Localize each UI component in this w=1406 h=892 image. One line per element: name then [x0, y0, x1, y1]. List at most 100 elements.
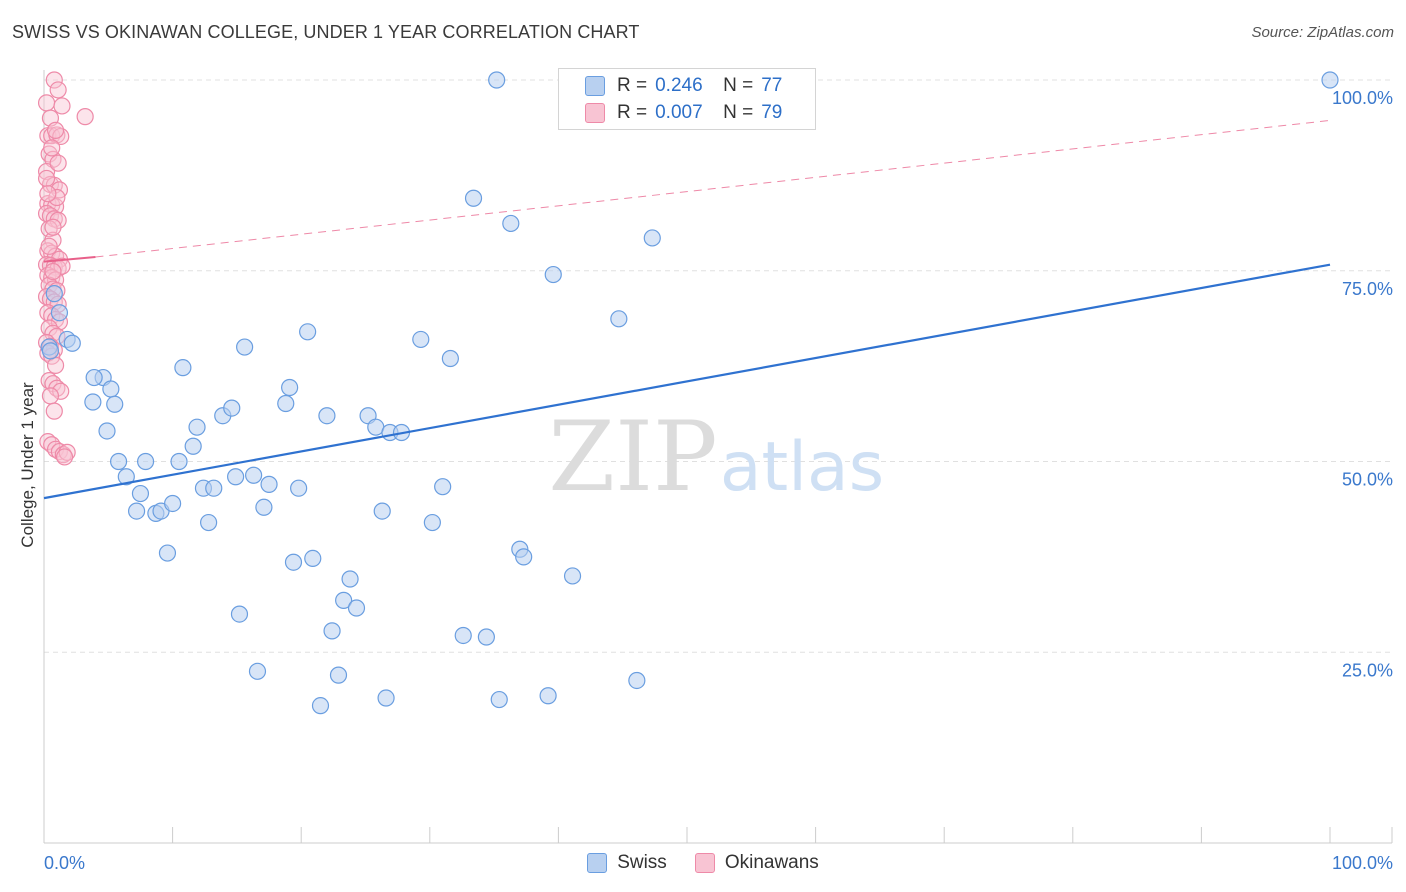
swiss-point — [41, 342, 60, 360]
okinawan-point — [43, 139, 61, 157]
okinawan-point — [55, 448, 74, 466]
swiss-points — [40, 71, 1339, 715]
okinawan-point — [37, 162, 56, 181]
legend-r-label: R = — [617, 75, 648, 96]
okinawan-point — [46, 356, 65, 374]
y-tick-label: 50.0% — [1342, 470, 1393, 490]
swiss-point — [188, 418, 206, 436]
x-tick-label: 100.0% — [1332, 853, 1393, 873]
swiss-point — [464, 189, 483, 207]
x-tick-label: 0.0% — [44, 853, 85, 873]
swiss-point — [84, 393, 102, 411]
swiss-point — [341, 570, 359, 588]
y-axis-label: College, Under 1 year — [18, 382, 37, 548]
chart-title: SWISS VS OKINAWAN COLLEGE, UNDER 1 YEAR … — [12, 22, 640, 42]
swiss-point — [284, 553, 303, 571]
trend-lines — [43, 119, 1331, 500]
legend-n-value: 79 — [761, 102, 783, 123]
okinawan-point — [46, 121, 65, 139]
swiss-point — [1321, 71, 1339, 89]
correlation-legend: R = 0.246 N = 77 R = 0.007 N = 79 — [558, 68, 816, 130]
swiss-point — [136, 452, 155, 471]
swiss-point — [490, 690, 508, 709]
swiss-point — [441, 349, 459, 368]
swiss-point — [610, 310, 628, 328]
okinawan-point — [48, 188, 66, 207]
okinawan-swatch — [585, 103, 605, 123]
swiss-point — [539, 687, 557, 705]
swiss-point — [277, 394, 295, 413]
okinawan-point — [37, 169, 56, 188]
okinawan-point — [39, 185, 57, 203]
swiss-point — [85, 368, 103, 387]
okinawan-point — [76, 108, 94, 126]
swiss-point — [434, 478, 452, 496]
swiss-point — [205, 479, 223, 497]
swiss-point — [200, 513, 218, 532]
swiss-point — [477, 628, 495, 646]
okinawan-swatch — [694, 853, 715, 873]
axes — [43, 70, 1393, 844]
swiss-point — [164, 494, 182, 513]
okinawan-point — [53, 257, 71, 275]
swiss-point — [236, 338, 254, 356]
swiss-point — [323, 622, 341, 640]
okinawan-points — [37, 71, 94, 466]
okinawan-point — [37, 94, 56, 112]
y-tick-label: 75.0% — [1342, 279, 1393, 299]
swiss-point — [423, 513, 441, 532]
swiss-point — [329, 666, 348, 684]
swiss-point — [223, 399, 241, 417]
swiss-point — [318, 407, 336, 425]
okinawan-point — [45, 71, 63, 89]
okinawan-point — [45, 402, 63, 420]
okinawan-point — [41, 387, 60, 405]
legend-r-label: R = — [617, 102, 648, 123]
watermark: ZIP atlas — [548, 401, 884, 513]
okinawan-point — [58, 443, 76, 461]
swiss-point — [50, 304, 69, 322]
swiss-point — [373, 502, 391, 520]
legend-n-label: N = — [723, 102, 754, 123]
swiss-point — [347, 599, 366, 617]
legend-item-okinawans[interactable]: Okinawans — [694, 852, 819, 874]
okinawan-point — [40, 237, 58, 255]
legend-row-swiss: R = 0.246 N = 77 — [585, 73, 782, 99]
swiss-point — [98, 422, 116, 440]
swiss-point — [131, 484, 150, 503]
okinawan-point — [46, 198, 65, 216]
swiss-point — [184, 437, 202, 455]
swiss-point — [45, 285, 63, 303]
swiss-trend-line — [43, 263, 1331, 500]
swiss-point — [643, 229, 661, 247]
swiss-point — [248, 662, 267, 680]
swiss-point — [563, 567, 582, 585]
okinawan-trend-dashed — [95, 119, 1331, 258]
swiss-point — [170, 452, 188, 471]
legend-n-value: 77 — [761, 75, 783, 96]
swiss-point — [158, 544, 177, 562]
legend-r-value: 0.246 — [655, 75, 703, 96]
swiss-point — [174, 359, 192, 377]
swiss-point — [515, 548, 533, 566]
swiss-point — [290, 479, 308, 497]
okinawan-point — [52, 382, 70, 400]
okinawan-point — [44, 262, 62, 281]
gridlines — [44, 79, 1392, 653]
legend-item-swiss[interactable]: Swiss — [587, 852, 667, 874]
okinawan-point — [53, 97, 71, 115]
swiss-point — [335, 591, 353, 609]
swiss-point — [127, 502, 146, 520]
y-tick-label: 25.0% — [1342, 660, 1393, 680]
swiss-point — [102, 380, 120, 398]
swiss-point — [106, 395, 124, 413]
swiss-point — [281, 378, 299, 397]
swiss-point — [299, 323, 317, 341]
swiss-point — [502, 214, 520, 233]
swiss-swatch — [587, 853, 608, 873]
swiss-point — [230, 605, 249, 623]
y-tick-label: 100.0% — [1332, 88, 1393, 108]
swiss-point — [227, 468, 245, 486]
swiss-point — [412, 330, 430, 349]
